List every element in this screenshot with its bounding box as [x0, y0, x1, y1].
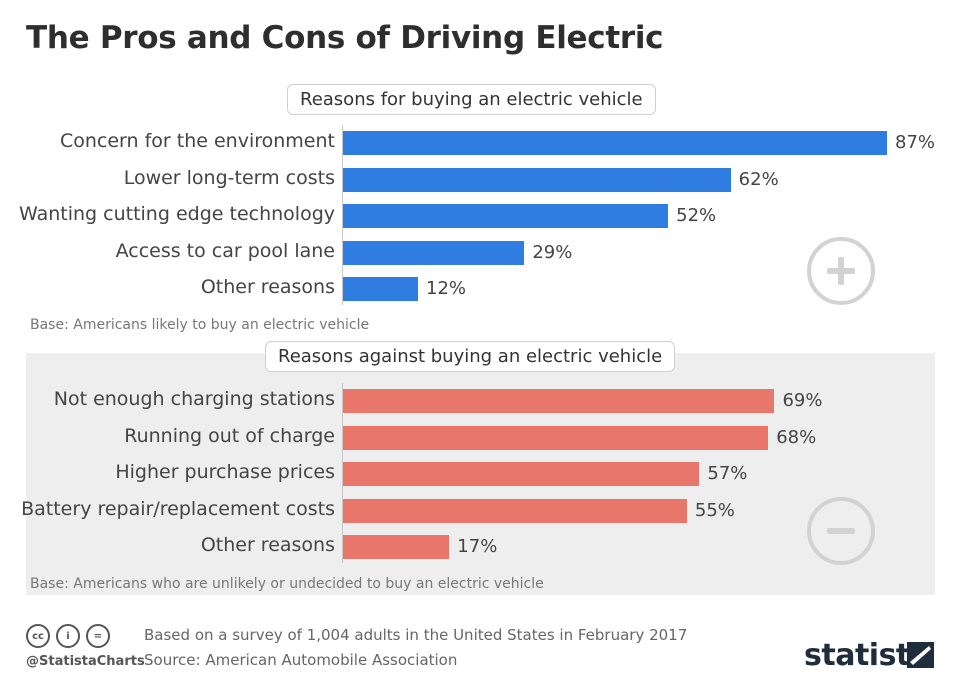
social-handle: @StatistaCharts [26, 654, 145, 669]
pros-bar [343, 277, 419, 301]
pros-bar [343, 240, 525, 265]
cons-category-label: Other reasons [200, 534, 335, 556]
chart-title: The Pros and Cons of Driving Electric [26, 20, 664, 56]
statista-logo-mark [907, 642, 934, 668]
pros-category-label: Wanting cutting edge technology [19, 203, 335, 225]
minus-circle-icon [807, 497, 875, 565]
cons-bar [343, 389, 775, 413]
cons-category-label: Running out of charge [124, 424, 335, 447]
cons-value-label: 68% [776, 426, 817, 448]
pros-category-label: Access to car pool lane [115, 239, 335, 262]
survey-note: Based on a survey of 1,004 adults in the… [144, 626, 688, 644]
pros-panel-title: Reasons for buying an electric vehicle [287, 84, 656, 115]
pros-value-label: 12% [426, 278, 467, 299]
pros-value-label: 52% [676, 205, 717, 226]
pros-value-label: 29% [532, 241, 573, 263]
cons-axis-line [342, 383, 343, 563]
pros-axis-line [342, 125, 343, 305]
cons-bar [343, 425, 769, 450]
cons-value-label: 17% [457, 536, 498, 557]
cons-category-label: Battery repair/replacement costs [21, 497, 335, 520]
pros-category-label: Lower long-term costs [123, 166, 335, 189]
cons-value-label: 69% [782, 390, 823, 411]
pros-bar [343, 131, 887, 155]
cons-category-label: Not enough charging stations [53, 388, 335, 410]
source-note: Source: American Automobile Association [144, 651, 458, 669]
cons-value-label: 57% [707, 463, 748, 484]
pros-value-label: 62% [738, 168, 779, 190]
license-icons: cc i = [26, 624, 110, 648]
cons-value-label: 55% [694, 499, 735, 521]
by-icon: i [56, 624, 80, 648]
pros-base-note: Base: Americans likely to buy an electri… [30, 317, 370, 333]
cons-panel-title: Reasons against buying an electric vehic… [265, 341, 676, 372]
nd-icon: = [86, 624, 110, 648]
cons-category-label: Higher purchase prices [115, 461, 335, 483]
cons-bar [343, 535, 450, 559]
cons-base-note: Base: Americans who are unlikely or unde… [30, 576, 544, 592]
cons-bar [343, 462, 700, 486]
pros-bar [343, 167, 731, 192]
pros-value-label: 87% [895, 132, 936, 153]
pros-category-label: Concern for the environment [59, 130, 335, 152]
cc-icon: cc [26, 624, 50, 648]
pros-category-label: Other reasons [200, 276, 335, 298]
plus-circle-icon [807, 237, 875, 305]
pros-bar [343, 204, 669, 228]
cons-bar [343, 498, 687, 523]
